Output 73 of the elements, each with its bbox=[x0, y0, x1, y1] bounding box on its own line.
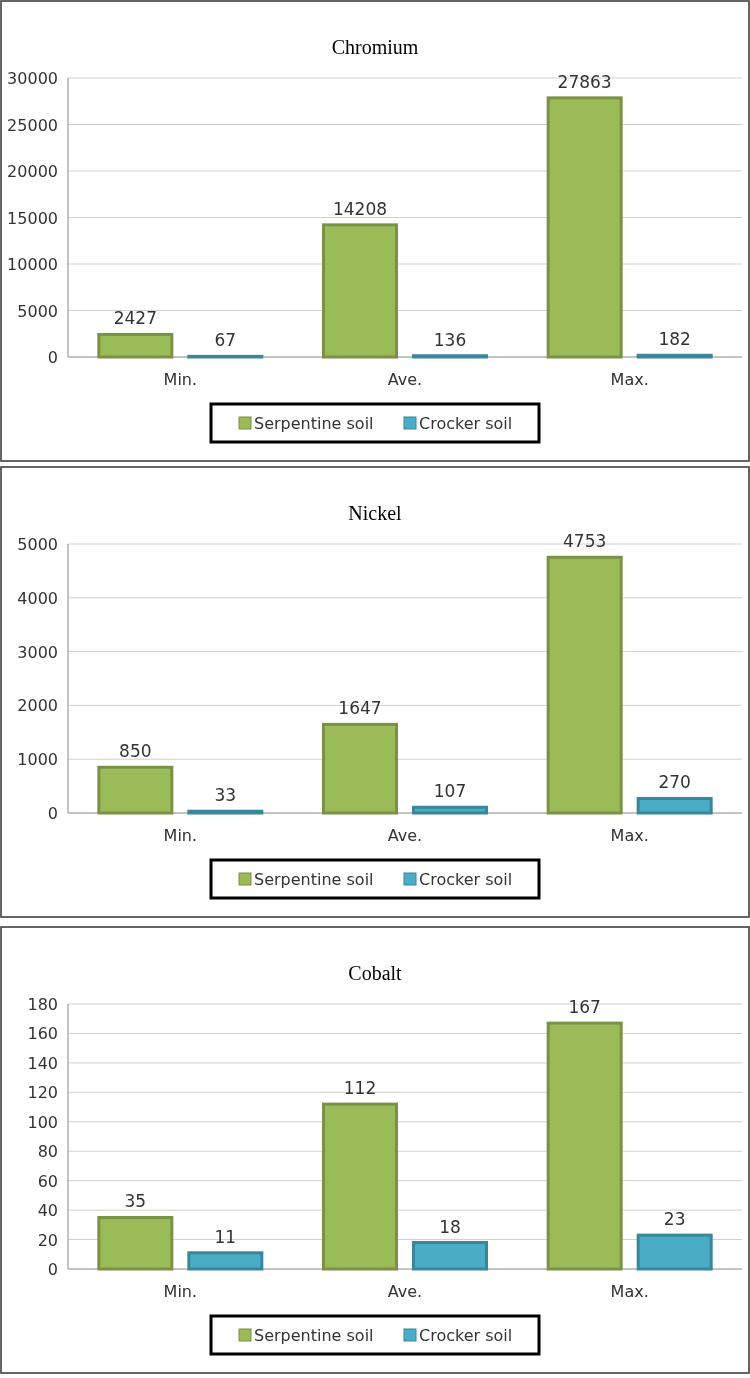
data-label: 1647 bbox=[338, 698, 382, 719]
y-tick-label: 0 bbox=[47, 1260, 58, 1279]
legend-label: Crocker soil bbox=[419, 1326, 513, 1345]
y-tick-label: 25000 bbox=[7, 115, 58, 135]
x-tick-label: Max. bbox=[610, 826, 649, 845]
x-tick-label: Max. bbox=[610, 1282, 649, 1301]
data-label: 136 bbox=[433, 329, 467, 350]
data-label: 270 bbox=[658, 772, 691, 793]
legend-label: Crocker soil bbox=[419, 870, 513, 889]
x-tick-label: Min. bbox=[163, 370, 198, 389]
y-tick-label: 80 bbox=[37, 1142, 58, 1162]
x-tick-label: Ave. bbox=[387, 370, 423, 389]
data-label: 27863 bbox=[557, 71, 612, 92]
data-label: 112 bbox=[343, 1078, 377, 1099]
y-tick-label: 160 bbox=[27, 1024, 58, 1044]
bar bbox=[322, 722, 398, 815]
chart-title: Cobalt bbox=[348, 962, 403, 984]
y-tick-label: 3000 bbox=[17, 642, 58, 662]
data-label: 23 bbox=[663, 1209, 686, 1230]
y-tick-label: 30000 bbox=[7, 69, 58, 88]
bar bbox=[322, 1102, 398, 1271]
y-tick-label: 60 bbox=[37, 1171, 58, 1191]
data-label: 11 bbox=[214, 1226, 237, 1247]
bar bbox=[546, 96, 623, 359]
bar bbox=[187, 1251, 264, 1271]
bar bbox=[97, 332, 174, 359]
y-tick-label: 10000 bbox=[7, 255, 58, 274]
x-tick-label: Min. bbox=[163, 1282, 198, 1301]
bar bbox=[97, 1215, 174, 1271]
y-tick-label: 0 bbox=[47, 348, 58, 367]
chart-title: Nickel bbox=[348, 502, 403, 524]
y-tick-label: 2000 bbox=[17, 696, 58, 716]
data-label: 18 bbox=[439, 1216, 461, 1237]
data-label: 14208 bbox=[332, 198, 388, 219]
data-label: 182 bbox=[658, 329, 691, 350]
bar bbox=[546, 555, 623, 815]
y-tick-label: 5000 bbox=[17, 301, 58, 321]
y-tick-label: 5000 bbox=[17, 535, 58, 554]
x-tick-label: Max. bbox=[610, 370, 649, 389]
bar bbox=[412, 805, 488, 815]
data-label: 107 bbox=[433, 781, 467, 802]
x-tick-label: Ave. bbox=[387, 826, 423, 845]
data-label: 167 bbox=[568, 997, 601, 1018]
chart-title: Chromium bbox=[331, 36, 419, 58]
bar bbox=[412, 1241, 488, 1271]
y-tick-label: 120 bbox=[27, 1083, 58, 1103]
y-tick-label: 1000 bbox=[17, 750, 58, 770]
data-label: 67 bbox=[214, 330, 237, 351]
legend-label: Crocker soil bbox=[419, 414, 513, 433]
legend-label: Serpentine soil bbox=[254, 1326, 374, 1345]
data-label: 35 bbox=[124, 1191, 147, 1212]
y-tick-label: 180 bbox=[27, 995, 58, 1014]
legend-label: Serpentine soil bbox=[254, 870, 374, 889]
data-label: 850 bbox=[119, 741, 152, 762]
y-tick-label: 4000 bbox=[17, 588, 58, 608]
data-label: 2427 bbox=[113, 308, 157, 329]
y-tick-label: 20000 bbox=[7, 162, 58, 181]
bar bbox=[546, 1021, 623, 1271]
x-tick-label: Ave. bbox=[387, 1282, 423, 1301]
y-tick-label: 140 bbox=[27, 1053, 58, 1073]
y-tick-label: 40 bbox=[37, 1201, 58, 1221]
bar bbox=[97, 765, 174, 815]
bar bbox=[636, 1233, 713, 1271]
y-tick-label: 100 bbox=[27, 1112, 58, 1132]
data-label: 4753 bbox=[563, 531, 607, 552]
legend-label: Serpentine soil bbox=[254, 414, 374, 433]
bar bbox=[322, 223, 398, 359]
y-tick-label: 20 bbox=[37, 1230, 58, 1250]
bar bbox=[636, 796, 713, 815]
x-tick-label: Min. bbox=[163, 826, 198, 845]
y-tick-label: 15000 bbox=[7, 208, 58, 228]
data-label: 33 bbox=[214, 785, 237, 806]
y-tick-label: 0 bbox=[47, 804, 58, 823]
